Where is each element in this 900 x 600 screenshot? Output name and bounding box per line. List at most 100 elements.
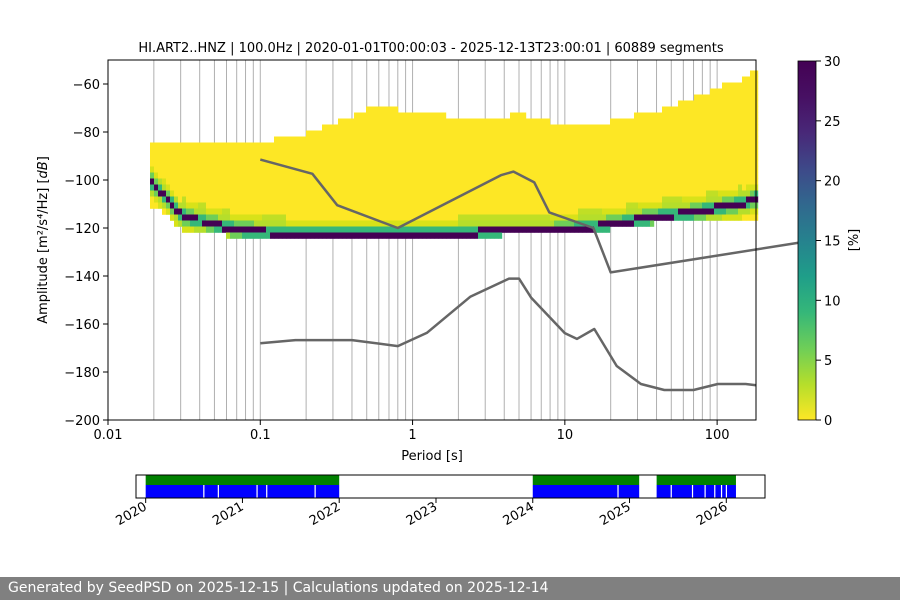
heatmap-cell <box>202 196 207 203</box>
heatmap-cell <box>382 166 387 173</box>
heatmap-cell <box>402 124 407 131</box>
heatmap-cell <box>430 118 435 125</box>
heatmap-cell <box>262 178 267 185</box>
heatmap-cell <box>594 148 599 155</box>
heatmap-cell <box>386 214 391 221</box>
nhnm-curve <box>259 158 802 274</box>
heatmap-cell <box>238 184 243 191</box>
chart-title: HI.ART2..HNZ | 100.0Hz | 2020-01-01T00:0… <box>138 41 724 56</box>
heatmap-cell <box>370 166 375 173</box>
heatmap-cell <box>398 184 403 191</box>
heatmap-cell <box>390 202 395 209</box>
heatmap-cell <box>334 184 339 191</box>
heatmap-cell <box>386 124 391 131</box>
heatmap-cell <box>626 124 631 131</box>
heatmap-cell <box>354 112 359 119</box>
heatmap-cell <box>310 208 315 215</box>
heatmap-cell <box>446 160 451 167</box>
data-gap <box>617 485 619 498</box>
heatmap-cell <box>698 94 703 101</box>
heatmap-cell <box>554 190 559 197</box>
heatmap-cell <box>450 148 455 155</box>
heatmap-cell <box>302 226 307 233</box>
heatmap-cell <box>310 232 315 239</box>
heatmap-cell <box>678 130 683 137</box>
heatmap-cell <box>430 154 435 161</box>
heatmap-cell <box>746 124 751 131</box>
heatmap-cell <box>386 232 391 239</box>
heatmap-cell <box>682 184 687 191</box>
heatmap-cell <box>678 196 683 203</box>
heatmap-cell <box>366 184 371 191</box>
data-bar <box>532 485 640 498</box>
heatmap-cell <box>738 214 743 221</box>
heatmap-cell <box>642 190 647 197</box>
heatmap-cell <box>190 172 195 179</box>
heatmap-cell <box>218 178 223 185</box>
heatmap-cell <box>266 208 271 215</box>
coverage-bars <box>145 475 736 498</box>
heatmap-cell <box>466 178 471 185</box>
heatmap-cell <box>374 172 379 179</box>
heatmap-cell <box>682 190 687 197</box>
heatmap-cell <box>582 208 587 215</box>
heatmap-cell <box>598 220 603 227</box>
heatmap-cell <box>410 160 415 167</box>
heatmap-cell <box>378 202 383 209</box>
heatmap-cell <box>598 172 603 179</box>
heatmap-cell <box>342 190 347 197</box>
x-axis-ticks: 0.01 0.1 1 10 100 <box>94 420 730 443</box>
heatmap-cell <box>502 184 507 191</box>
heatmap-cell <box>622 166 627 173</box>
heatmap-cell <box>738 208 743 215</box>
heatmap-cell <box>470 172 475 179</box>
heatmap-cell <box>458 172 463 179</box>
heatmap-cell <box>558 208 563 215</box>
heatmap-cell <box>710 184 715 191</box>
heatmap-cell <box>166 184 171 191</box>
heatmap-cell <box>362 202 367 209</box>
heatmap-cell <box>350 196 355 203</box>
heatmap-cell <box>746 106 751 113</box>
heatmap-cell <box>598 148 603 155</box>
heatmap-cell <box>594 220 599 227</box>
heatmap-cell <box>474 196 479 203</box>
heatmap-cell <box>382 124 387 131</box>
heatmap-cell <box>310 202 315 209</box>
heatmap-cell <box>694 136 699 143</box>
heatmap-cell <box>390 124 395 131</box>
y-tick-label: −100 <box>64 174 100 189</box>
heatmap-cell <box>398 118 403 125</box>
heatmap-cell <box>462 130 467 137</box>
heatmap-cell <box>422 172 427 179</box>
heatmap-cell <box>358 208 363 215</box>
heatmap-cell <box>626 154 631 161</box>
heatmap-cell <box>474 214 479 221</box>
heatmap-cell <box>378 124 383 131</box>
heatmap-cell <box>554 196 559 203</box>
heatmap-cell <box>386 208 391 215</box>
heatmap-cell <box>546 136 551 143</box>
heatmap-cell <box>678 142 683 149</box>
heatmap-cell <box>738 94 743 101</box>
heatmap-cell <box>734 148 739 155</box>
heatmap-cell <box>230 178 235 185</box>
heatmap-cell <box>298 172 303 179</box>
heatmap-cell <box>678 178 683 185</box>
heatmap-cell <box>370 130 375 137</box>
heatmap-cell <box>530 154 535 161</box>
heatmap-cell <box>166 154 171 161</box>
heatmap-cell <box>170 142 175 149</box>
heatmap-cell <box>334 196 339 203</box>
heatmap-cell <box>346 196 351 203</box>
heatmap-cell <box>710 202 715 209</box>
heatmap-cell <box>546 196 551 203</box>
heatmap-cell <box>422 112 427 119</box>
heatmap-cell <box>674 118 679 125</box>
heatmap-cell <box>498 136 503 143</box>
heatmap-cell <box>394 220 399 227</box>
heatmap-cell <box>694 208 699 215</box>
heatmap-cell <box>746 100 751 107</box>
heatmap-cell <box>470 148 475 155</box>
